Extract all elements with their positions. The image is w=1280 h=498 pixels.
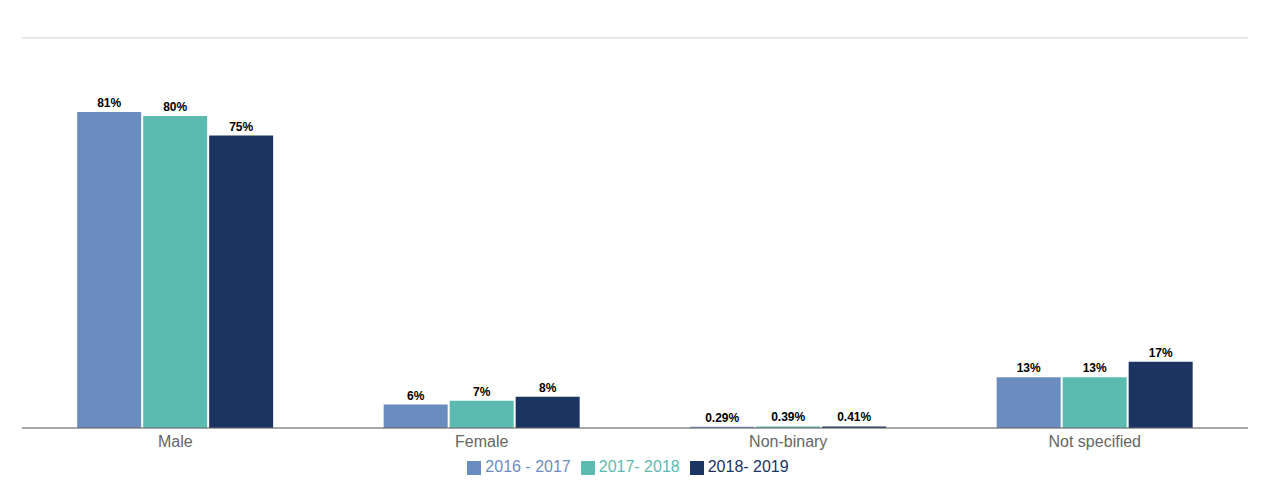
svg-text:13%: 13% [1017, 361, 1041, 375]
svg-text:75%: 75% [229, 120, 253, 134]
html-text:2018- 2019: 2018- 2019 [707, 458, 789, 475]
svg-text:8%: 8% [539, 381, 557, 395]
svg-text:Not specified: Not specified [1049, 433, 1142, 450]
svg-text:0.41%: 0.41% [837, 410, 871, 424]
svg-text:80%: 80% [163, 100, 187, 114]
svg-text:Female: Female [455, 433, 508, 450]
html-text:2016 - 2017: 2016 - 2017 [485, 458, 571, 475]
svg-text:Male: Male [158, 433, 193, 450]
svg-text:17%: 17% [1149, 346, 1173, 360]
svg-text:0.29%: 0.29% [705, 411, 739, 425]
svg-text:6%: 6% [407, 389, 425, 403]
svg-text:81%: 81% [97, 96, 121, 110]
svg-text:7%: 7% [473, 385, 491, 399]
svg-text:Non-binary: Non-binary [749, 433, 827, 450]
svg-text:13%: 13% [1083, 361, 1107, 375]
svg-text:0.39%: 0.39% [771, 410, 805, 424]
html-text:2017- 2018: 2017- 2018 [598, 458, 680, 475]
